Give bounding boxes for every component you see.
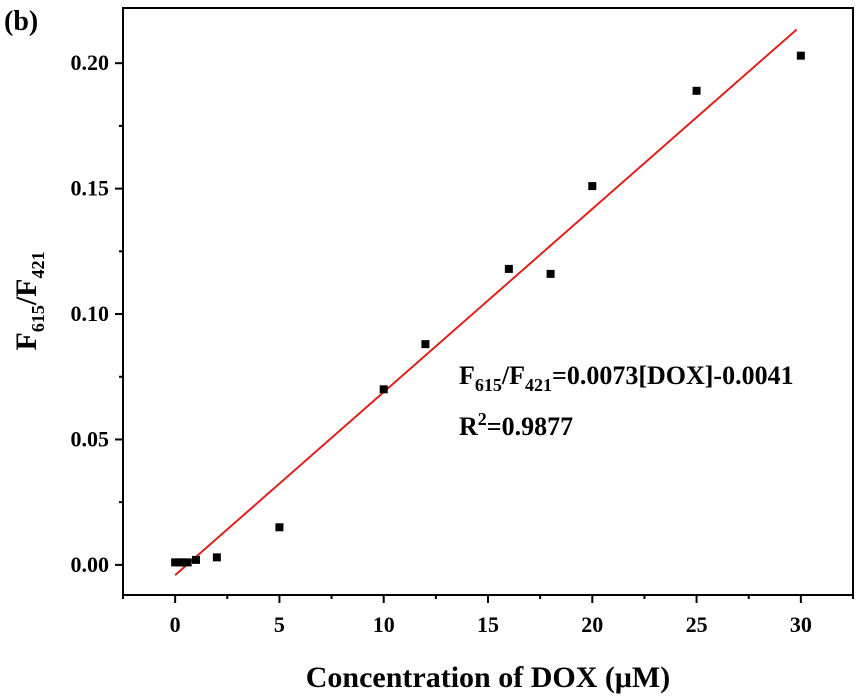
y-tick-label: 0.20 [71,50,110,75]
data-point [212,553,221,562]
data-point [192,555,200,564]
fit-equation: F615/F421=0.0073[DOX]-0.0041 [459,361,794,395]
fit-line [174,28,798,576]
x-tick-label: 10 [373,612,395,637]
data-point [421,340,430,349]
data-point [546,269,555,278]
y-tick-label: 0.10 [71,301,110,326]
y-tick-label: 0.15 [71,176,110,201]
data-point [175,558,184,567]
x-tick-label: 25 [686,612,708,637]
y-tick-label: 0.05 [71,426,110,451]
x-axis-ticks: 0 5 10 15 20 25 30 [122,595,854,637]
data-point [504,264,513,273]
y-axis-title: F615/F421 [10,252,48,351]
x-tick-label: 5 [274,612,285,637]
x-tick-label: 20 [581,612,603,637]
x-tick-label: 15 [477,612,499,637]
data-point [588,182,597,191]
data-point [171,558,180,567]
y-tick-label: 0.00 [71,552,110,577]
panel-label: (b) [4,6,38,37]
data-point [692,86,701,95]
x-tick-label: 0 [170,612,181,637]
data-point [379,385,388,394]
data-point [275,523,284,532]
data-point [179,558,188,567]
data-points [171,51,805,567]
r-squared: R2=0.9877 [459,409,573,441]
x-axis-title: Concentration of DOX (μM) [306,661,670,694]
data-point [796,51,805,60]
y-axis-ticks: 0.00 0.05 0.10 0.15 0.20 [71,50,123,577]
data-point [183,558,192,567]
x-tick-label: 30 [790,612,812,637]
fit-layer [174,28,798,576]
